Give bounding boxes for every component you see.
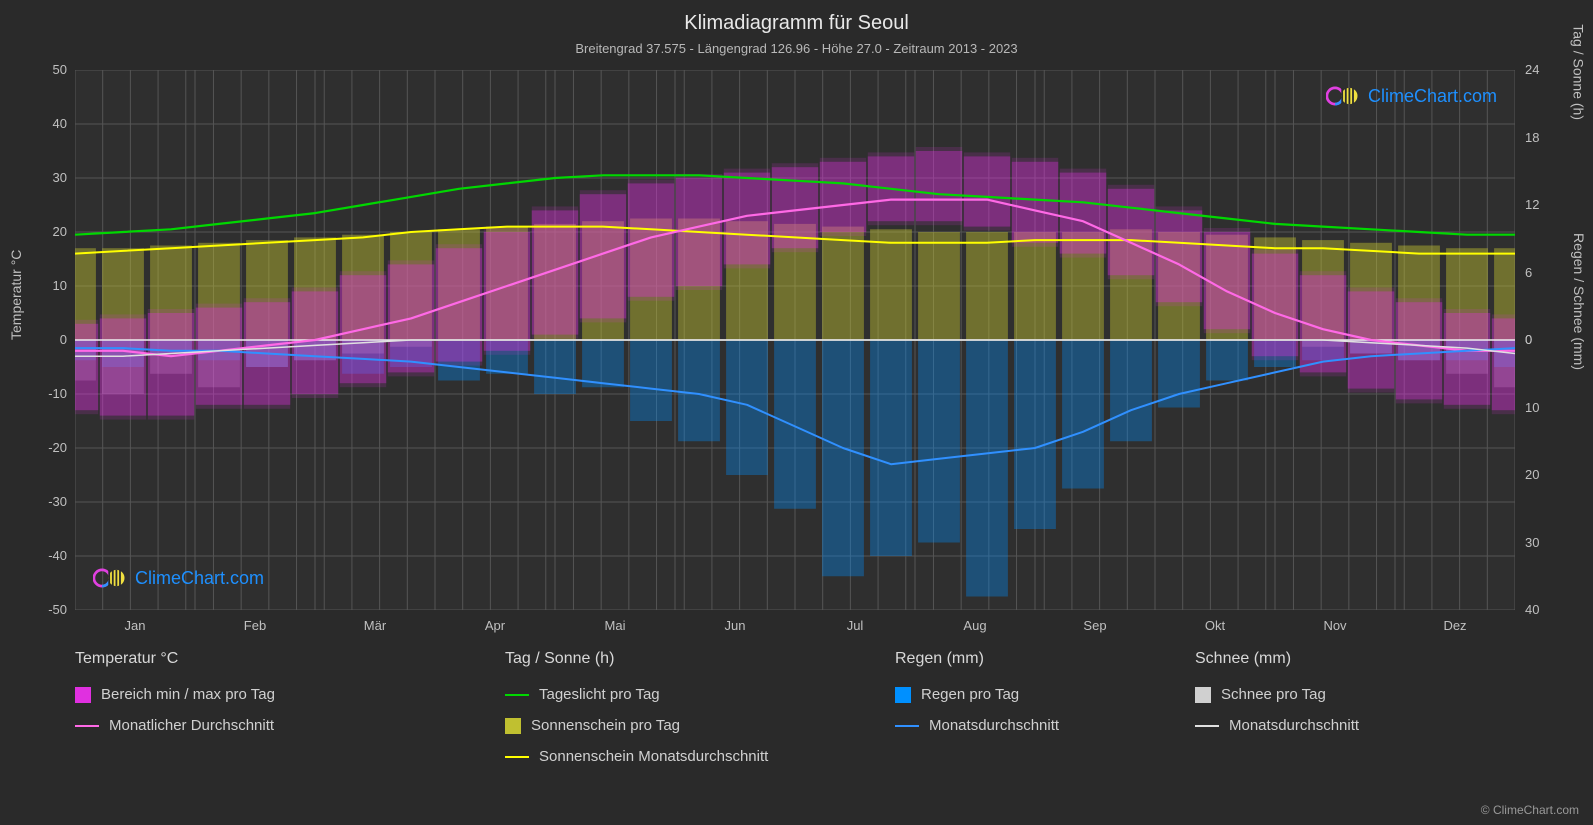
- tick-label: Mär: [364, 618, 386, 633]
- tick-label: Dez: [1443, 618, 1466, 633]
- legend-item: Bereich min / max pro Tag: [75, 686, 505, 703]
- swatch-line-icon: [75, 725, 99, 727]
- watermark-top: ClimeChart.com: [1326, 84, 1497, 108]
- legend-col-temperature: Temperatur °C Bereich min / max pro Tag M…: [75, 650, 505, 765]
- swatch-line-icon: [505, 694, 529, 696]
- legend-label: Schnee pro Tag: [1221, 686, 1326, 703]
- tick-label: 0: [60, 332, 67, 347]
- legend-header: Tag / Sonne (h): [505, 650, 895, 668]
- swatch-line-icon: [1195, 725, 1219, 727]
- tick-label: 40: [1525, 602, 1539, 617]
- tick-label: 24: [1525, 62, 1539, 77]
- legend: Temperatur °C Bereich min / max pro Tag M…: [75, 650, 1515, 765]
- swatch-line-icon: [895, 725, 919, 727]
- tick-label: Jan: [125, 618, 146, 633]
- legend-item: Monatsdurchschnitt: [1195, 717, 1495, 734]
- chart-title: Klimadiagramm für Seoul: [0, 0, 1593, 35]
- legend-item: Sonnenschein Monatsdurchschnitt: [505, 748, 895, 765]
- legend-label: Tageslicht pro Tag: [539, 686, 660, 703]
- tick-label: Sep: [1083, 618, 1106, 633]
- tick-label: 30: [53, 170, 67, 185]
- tick-label: 10: [1525, 400, 1539, 415]
- legend-item: Sonnenschein pro Tag: [505, 717, 895, 734]
- legend-item: Monatsdurchschnitt: [895, 717, 1195, 734]
- tick-label: -40: [48, 548, 67, 563]
- chart-subtitle: Breitengrad 37.575 - Längengrad 126.96 -…: [0, 35, 1593, 56]
- legend-label: Regen pro Tag: [921, 686, 1019, 703]
- legend-label: Sonnenschein Monatsdurchschnitt: [539, 748, 768, 765]
- legend-header: Regen (mm): [895, 650, 1195, 668]
- legend-label: Sonnenschein pro Tag: [531, 717, 680, 734]
- legend-col-snow: Schnee (mm) Schnee pro Tag Monatsdurchsch…: [1195, 650, 1495, 765]
- chart-area: ClimeChart.com ClimeChart.com: [75, 70, 1515, 610]
- legend-item: Monatlicher Durchschnitt: [75, 717, 505, 734]
- legend-label: Monatsdurchschnitt: [929, 717, 1059, 734]
- plot-svg: [75, 70, 1515, 610]
- tick-label: Mai: [605, 618, 626, 633]
- tick-label: -50: [48, 602, 67, 617]
- tick-label: -30: [48, 494, 67, 509]
- tick-label: 6: [1525, 265, 1532, 280]
- tick-label: 40: [53, 116, 67, 131]
- tick-label: 50: [53, 62, 67, 77]
- legend-label: Monatsdurchschnitt: [1229, 717, 1359, 734]
- legend-label: Monatlicher Durchschnitt: [109, 717, 274, 734]
- tick-label: Aug: [963, 618, 986, 633]
- legend-item: Tageslicht pro Tag: [505, 686, 895, 703]
- y-axis-right-bottom-label: Regen / Schnee (mm): [1571, 233, 1587, 370]
- swatch-line-icon: [505, 756, 529, 758]
- swatch-square-icon: [505, 718, 521, 734]
- watermark-text: ClimeChart.com: [135, 568, 264, 589]
- tick-label: 30: [1525, 535, 1539, 550]
- swatch-square-icon: [895, 687, 911, 703]
- legend-item: Regen pro Tag: [895, 686, 1195, 703]
- legend-col-daylight: Tag / Sonne (h) Tageslicht pro Tag Sonnen…: [505, 650, 895, 765]
- tick-label: Okt: [1205, 618, 1225, 633]
- tick-label: Jul: [847, 618, 864, 633]
- watermark-bottom: ClimeChart.com: [93, 566, 264, 590]
- copyright: © ClimeChart.com: [1481, 803, 1579, 817]
- legend-header: Schnee (mm): [1195, 650, 1495, 668]
- tick-label: 10: [53, 278, 67, 293]
- legend-col-rain: Regen (mm) Regen pro Tag Monatsdurchschni…: [895, 650, 1195, 765]
- y-axis-right-top-label: Tag / Sonne (h): [1571, 24, 1587, 120]
- tick-label: 12: [1525, 197, 1539, 212]
- legend-item: Schnee pro Tag: [1195, 686, 1495, 703]
- swatch-square-icon: [75, 687, 91, 703]
- tick-label: 20: [53, 224, 67, 239]
- tick-label: -10: [48, 386, 67, 401]
- legend-header: Temperatur °C: [75, 650, 505, 668]
- tick-label: Jun: [725, 618, 746, 633]
- tick-label: Apr: [485, 618, 505, 633]
- legend-label: Bereich min / max pro Tag: [101, 686, 275, 703]
- tick-label: -20: [48, 440, 67, 455]
- tick-label: Feb: [244, 618, 266, 633]
- y-axis-left-label: Temperatur °C: [8, 250, 24, 340]
- watermark-text: ClimeChart.com: [1368, 86, 1497, 107]
- tick-label: 18: [1525, 130, 1539, 145]
- tick-label: 20: [1525, 467, 1539, 482]
- tick-label: Nov: [1323, 618, 1346, 633]
- tick-label: 0: [1525, 332, 1532, 347]
- swatch-square-icon: [1195, 687, 1211, 703]
